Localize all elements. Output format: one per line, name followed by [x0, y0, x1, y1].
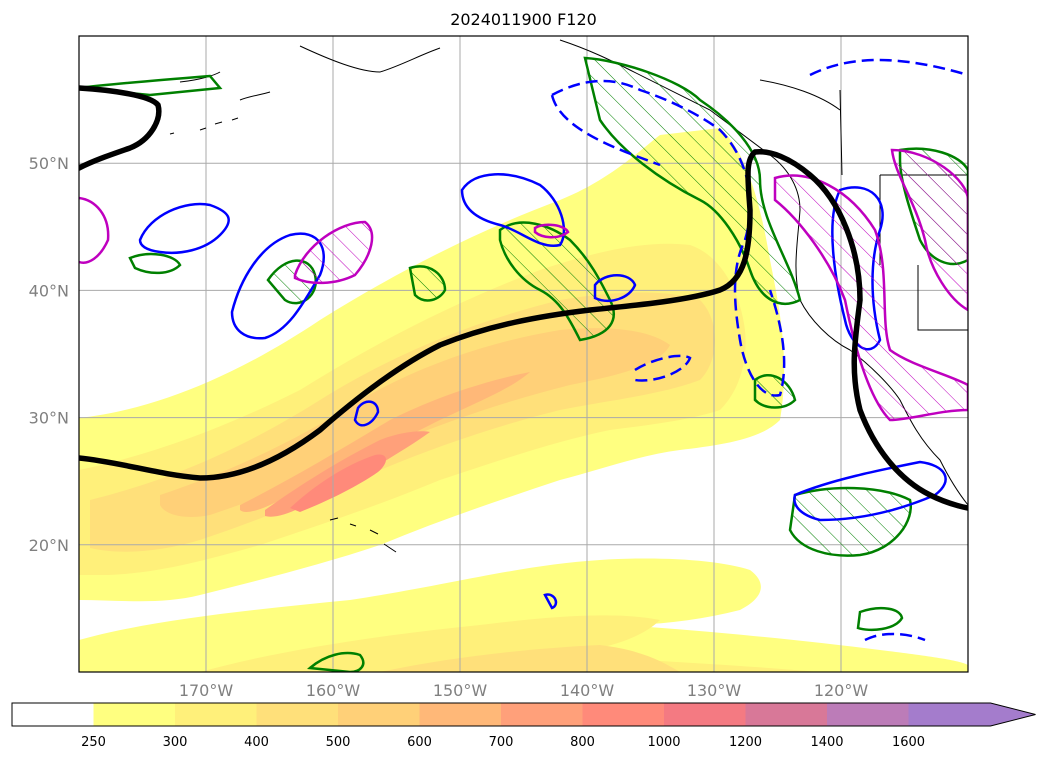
- black-contour-nw: [79, 85, 162, 171]
- blue-contour-4: [593, 274, 637, 302]
- colorbar-tick-label: 1600: [892, 735, 925, 750]
- latitude-label: 40°N: [29, 281, 69, 300]
- colorbar-tick-label: 500: [326, 735, 351, 750]
- magenta-contour-center: [293, 220, 374, 285]
- colorbar-segment: [175, 703, 257, 726]
- black-contour-main: [79, 148, 968, 511]
- map-title: 2024011900 F120: [450, 10, 597, 29]
- green-contour-small-1: [408, 265, 447, 302]
- colorbar: 250 300 400 500 600 700 800 1000 1200 1400 1600: [11, 702, 1036, 750]
- green-contour-small-3: [128, 252, 182, 275]
- magenta-contours: [79, 148, 968, 422]
- latitude-label: 20°N: [29, 536, 69, 555]
- blue-dashed-contour-south: [864, 632, 926, 642]
- green-contour-small-4: [753, 374, 797, 409]
- green-contour-bottom: [306, 651, 365, 672]
- colorbar-segment: [419, 703, 502, 726]
- latitude-label: 30°N: [29, 409, 69, 428]
- colorbar-segment: [93, 703, 176, 726]
- map-content: [79, 36, 968, 672]
- colorbar-tick-label: 1400: [810, 735, 843, 750]
- longitude-label: 130°W: [687, 681, 742, 700]
- colorbar-tick-label: 800: [570, 735, 595, 750]
- colorbar-tick-label: 300: [163, 735, 188, 750]
- coastline-aleutians: [169, 117, 239, 135]
- blue-contour-tiny: [543, 593, 558, 610]
- colorbar-segment: [501, 703, 583, 726]
- coastline-hawaii: [329, 517, 397, 553]
- colorbar-segment: [582, 703, 665, 726]
- colorbar-segment-below: [12, 703, 94, 726]
- colorbar-extend-arrow: [908, 703, 1036, 726]
- magenta-contour-west-us: [773, 174, 968, 422]
- blue-contour-3: [460, 173, 566, 248]
- longitude-label: 150°W: [433, 681, 488, 700]
- colorbar-segment: [745, 703, 828, 726]
- blue-contour-5: [353, 400, 380, 427]
- latitude-labels: 20°N 30°N 40°N 50°N: [29, 154, 69, 555]
- magenta-contour-west: [79, 196, 110, 264]
- ivt-fill-800: [290, 454, 386, 512]
- black-thick-contours: [79, 85, 968, 511]
- longitude-label: 140°W: [560, 681, 615, 700]
- colorbar-segment: [256, 703, 339, 726]
- magenta-contour-small: [533, 223, 570, 239]
- green-contour-nw: [79, 74, 223, 97]
- green-contour-south: [856, 606, 904, 632]
- magenta-contour-rockies: [890, 148, 968, 312]
- colorbar-tick-label: 250: [81, 735, 106, 750]
- colorbar-outline: [11, 702, 1036, 727]
- colorbar-segment: [338, 703, 420, 726]
- blue-dashed-contours: [550, 58, 968, 642]
- colorbar-tick-label: 400: [244, 735, 269, 750]
- longitude-label: 120°W: [814, 681, 869, 700]
- blue-contour-1: [138, 202, 230, 255]
- green-contour-mexico: [788, 486, 913, 557]
- blue-dashed-contour-gulf: [550, 79, 786, 397]
- longitude-labels: 170°W 160°W 150°W 140°W 130°W 120°W: [179, 681, 869, 700]
- longitude-label: 160°W: [306, 681, 361, 700]
- map-frame: [78, 35, 969, 673]
- colorbar-segment: [827, 703, 909, 726]
- colorbar-tick-label: 700: [489, 735, 514, 750]
- colorbar-tick-label: 1000: [647, 735, 680, 750]
- longitude-label: 170°W: [179, 681, 234, 700]
- blue-dashed-contour-small: [634, 354, 692, 382]
- latitude-label: 50°N: [29, 154, 69, 173]
- colorbar-segment: [664, 703, 746, 726]
- colorbar-tick-label: 600: [407, 735, 432, 750]
- colorbar-tick-label: 1200: [729, 735, 762, 750]
